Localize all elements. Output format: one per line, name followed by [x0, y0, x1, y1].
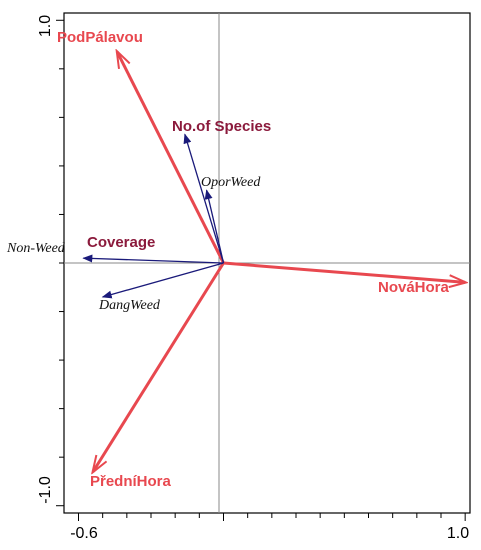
species-arrow-oporweed: [204, 189, 225, 264]
tick-labels: -0.6 1.0 1.0 -1.0: [37, 15, 469, 542]
env-label-podpalavou: PodPálavou: [57, 29, 143, 46]
species-label-oporweed: OporWeed: [201, 175, 261, 190]
species-label-non-weed: Non-Weed: [6, 241, 66, 256]
x-tick-label-right: 1.0: [447, 525, 469, 542]
y-tick-label-top: 1.0: [37, 15, 54, 37]
env-arrows: [93, 52, 465, 472]
env-labels: PodPálavou NováHora PředníHora: [57, 29, 450, 490]
species-arrow-dangweed: [101, 262, 224, 299]
env-arrow-novahora: [223, 261, 466, 282]
species-labels: OporWeed Non-Weed DangWeed: [6, 175, 261, 313]
sup-label-coverage: Coverage: [87, 234, 155, 251]
x-minor-ticks: [78, 513, 466, 521]
supplementary-labels: No.of Species Coverage: [87, 118, 271, 251]
species-arrows: [82, 133, 225, 299]
species-arrow-non-weed: [82, 254, 224, 264]
y-tick-label-bottom: -1.0: [37, 476, 54, 504]
y-minor-ticks: [56, 19, 64, 507]
species-label-dangweed: DangWeed: [98, 298, 161, 313]
env-arrow-prednihora: [93, 262, 225, 472]
env-arrow-podpalavou: [117, 52, 225, 264]
env-label-novahora: NováHora: [378, 279, 450, 296]
x-tick-label-left: -0.6: [70, 525, 98, 542]
sup-label-no-of-species: No.of Species: [172, 118, 271, 135]
species-arrow-unlabeled-3: [183, 133, 225, 264]
env-label-prednihora: PředníHora: [90, 473, 172, 490]
